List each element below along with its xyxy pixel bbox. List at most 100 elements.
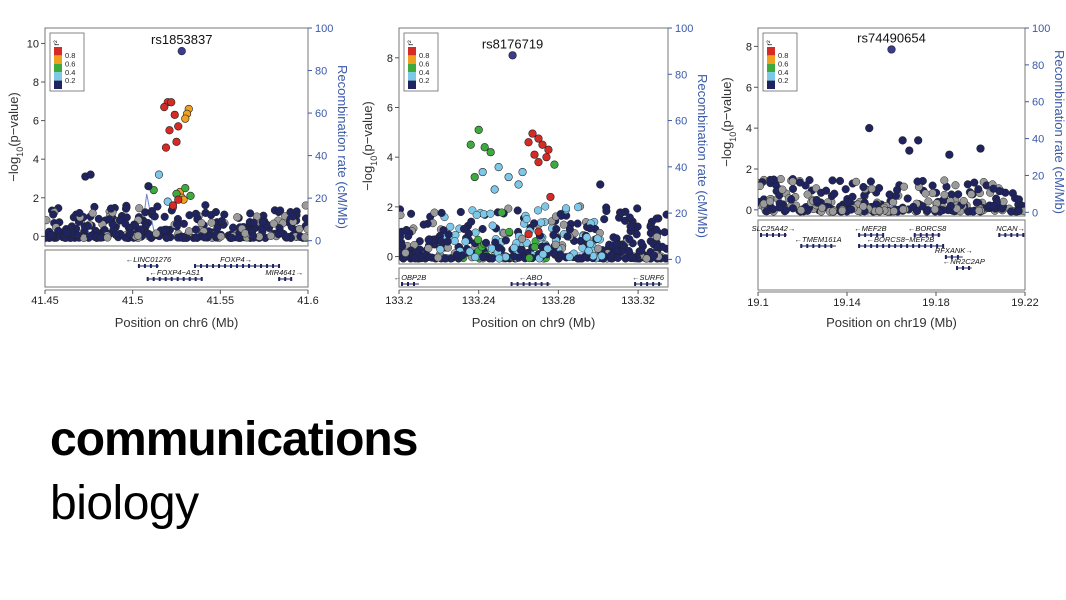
gene-exon — [876, 244, 879, 248]
snp-point — [437, 208, 446, 217]
snp-point — [923, 206, 932, 215]
snp-point — [301, 214, 308, 223]
snp-point — [974, 185, 983, 194]
snp-point — [586, 224, 595, 233]
snp-point-highlight — [898, 136, 907, 145]
snp-point — [197, 219, 206, 228]
snp-point-highlight — [504, 172, 513, 182]
ld-legend-swatch — [408, 80, 416, 89]
snp-point — [830, 189, 839, 198]
snp-points — [399, 125, 668, 263]
snp-point — [402, 225, 411, 235]
y-tick-label: 8 — [387, 53, 393, 65]
gene-exon — [224, 264, 227, 268]
snp-point — [972, 198, 981, 207]
snp-point — [835, 176, 845, 185]
snp-point — [998, 204, 1007, 213]
lead-snp-label: rs1853837 — [151, 32, 212, 47]
snp-point — [249, 218, 258, 227]
snp-point-highlight — [466, 140, 475, 149]
y-tick-label: 6 — [33, 116, 39, 128]
snp-point — [607, 251, 616, 260]
gene-exon — [510, 282, 513, 286]
gene-exon — [998, 233, 1001, 237]
x-tick-label: 41.5 — [122, 295, 143, 307]
snp-point — [928, 181, 937, 190]
ld-legend-swatch — [767, 55, 775, 64]
snp-point — [1007, 207, 1016, 216]
snp-point — [530, 219, 539, 228]
snp-point — [75, 208, 84, 218]
gene-label: FOXP4→ — [220, 255, 252, 264]
snp-point — [191, 209, 200, 218]
snp-point — [246, 209, 255, 218]
gene-exon — [200, 277, 203, 281]
snp-point — [632, 230, 641, 239]
snp-point — [646, 221, 655, 230]
gene-track-frame — [44, 249, 309, 288]
snp-point — [563, 232, 572, 241]
gene-exon — [942, 244, 945, 248]
snp-point — [921, 189, 930, 198]
x-tick-label: 41.45 — [31, 295, 59, 307]
snp-point-highlight — [86, 170, 95, 179]
gene-exon — [634, 282, 637, 286]
ld-legend-swatch — [408, 47, 416, 56]
y2-tick-label: 20 — [675, 208, 687, 220]
gene-label: ←OBP2B — [394, 273, 427, 282]
ld-legend-swatch — [54, 72, 62, 81]
gene-exon — [266, 264, 269, 268]
snp-point — [192, 233, 201, 242]
snp-point — [433, 253, 443, 262]
snp-point — [94, 214, 103, 223]
snp-point — [111, 230, 120, 239]
y2-axis-label: Recombination rate (cM/Mb) — [335, 65, 350, 229]
gene-exon — [170, 277, 173, 281]
y-tick-label: 2 — [33, 193, 39, 205]
snp-point — [633, 204, 642, 213]
snp-point — [543, 244, 552, 253]
y2-axis-label: Recombination rate (cM/Mb) — [695, 74, 710, 238]
snp-point-highlight — [470, 172, 479, 182]
gene-exon — [260, 264, 263, 268]
gene-exon — [784, 233, 786, 237]
snp-point — [762, 207, 771, 216]
snp-point — [582, 233, 591, 242]
snp-point — [637, 238, 646, 248]
snp-point — [73, 230, 82, 240]
snp-point — [153, 202, 162, 211]
snp-point-highlight — [945, 150, 954, 159]
x-tick-label: 19.1 — [747, 297, 768, 309]
snp-point — [465, 247, 474, 256]
snp-point — [559, 220, 568, 229]
snp-point-highlight — [480, 143, 489, 152]
snp-point — [662, 210, 668, 219]
ld-legend: r² 0.80.60.40.2 — [49, 32, 85, 92]
snp-point-highlight — [494, 163, 503, 172]
snp-point — [49, 210, 58, 219]
snp-point — [436, 245, 445, 254]
snp-point-highlight — [168, 201, 178, 210]
gene-exon — [931, 233, 934, 237]
gene-exon — [540, 282, 543, 286]
snp-point — [452, 250, 461, 259]
snp-point — [467, 217, 476, 226]
ld-legend-title: r² — [52, 40, 61, 46]
snp-point — [147, 207, 157, 216]
y2-tick-label: 0 — [315, 236, 321, 248]
snp-point — [758, 181, 765, 191]
ld-legend-label: 0.6 — [778, 59, 788, 68]
snp-point-highlight — [186, 191, 195, 200]
y-tick-label: 8 — [33, 77, 39, 89]
journal-name-line1: communications — [50, 413, 418, 466]
y-axis-label: −log10(p−value) — [360, 101, 379, 191]
snp-point — [419, 220, 428, 229]
gene-exon — [522, 282, 525, 286]
y-tick-label: 4 — [387, 152, 393, 164]
gene-exon — [158, 277, 161, 281]
snp-point — [903, 194, 912, 203]
snp-point — [928, 189, 937, 198]
snp-point — [525, 254, 534, 263]
gene-exon — [149, 264, 152, 268]
